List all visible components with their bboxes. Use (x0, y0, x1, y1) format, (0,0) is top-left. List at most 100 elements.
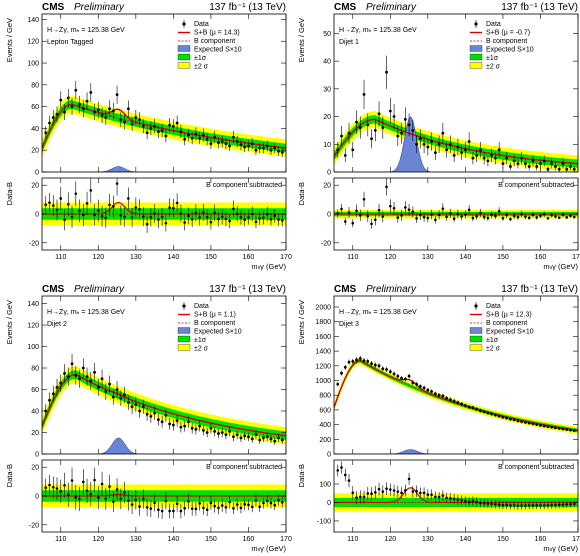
data-point (460, 151, 464, 154)
data-point (66, 375, 70, 379)
data-point (422, 386, 426, 390)
data-point (433, 151, 437, 154)
x-tick-label: 150 (205, 254, 217, 261)
data-point (247, 435, 250, 439)
data-point (145, 131, 149, 135)
ratio-point (426, 216, 430, 220)
data-point (198, 136, 202, 140)
ratio-point (108, 485, 111, 488)
data-point (100, 377, 104, 381)
ratio-point (273, 503, 277, 507)
data-point (111, 395, 115, 399)
y-tick-label: 200 (319, 437, 331, 444)
data-point (531, 159, 535, 163)
ratio-point (48, 483, 51, 487)
ratio-point (572, 502, 576, 506)
ratio-point (209, 220, 213, 224)
ratio-point (479, 501, 482, 505)
ratio-point (392, 489, 396, 492)
ratio-point (535, 504, 539, 507)
band-1sigma (334, 358, 578, 433)
ratio-point (464, 499, 467, 503)
expected-signal-area (334, 449, 578, 454)
ratio-point (565, 503, 569, 506)
data-point (343, 365, 347, 369)
data-point (217, 141, 220, 144)
data-point (66, 96, 70, 100)
category-label: Dijet 1 (339, 39, 359, 46)
y-tick-label: 40 (323, 59, 331, 66)
ratio-point (415, 489, 418, 493)
ratio-point (175, 201, 179, 205)
data-point (70, 105, 74, 109)
data-point (141, 124, 145, 128)
data-point (445, 396, 449, 400)
ratio-point (142, 497, 145, 501)
data-point (250, 142, 254, 146)
ratio-point (554, 215, 557, 218)
data-point (70, 362, 74, 366)
ratio-point (561, 503, 565, 506)
data-point (81, 107, 85, 111)
ratio-y-axis-label: Data-B (5, 464, 14, 487)
data-point (220, 431, 224, 434)
legend-fill-marker (177, 344, 191, 351)
ratio-note: B component subtracted (206, 464, 282, 471)
y-tick-label: 600 (319, 407, 331, 414)
ratio-point (377, 208, 381, 212)
data-point (164, 134, 168, 138)
x-tick-label: 170 (280, 536, 292, 543)
main-pad (334, 55, 578, 172)
data-point (572, 167, 576, 171)
expected-signal-area (42, 437, 286, 454)
splusb-line (42, 373, 286, 437)
data-point (400, 376, 403, 380)
ratio-point (456, 212, 460, 216)
y-tick-label: 100 (27, 61, 39, 68)
ratio-point (119, 214, 123, 217)
ratio-point (347, 211, 351, 214)
data-point (126, 401, 130, 404)
data-point (160, 129, 164, 132)
data-point (108, 107, 111, 111)
ratio-point (389, 488, 392, 491)
data-point (63, 110, 66, 114)
ratio-point (366, 492, 370, 495)
data-point (63, 371, 66, 375)
ratio-y-tick-label: 20 (31, 183, 39, 190)
ratio-point (269, 217, 273, 221)
ratio-point (509, 217, 512, 221)
ratio-point (512, 503, 516, 507)
ratio-point (104, 216, 108, 220)
ratio-point (85, 489, 89, 493)
legend-entry: ±2 σ (194, 346, 209, 353)
lumi-label: 137 fb⁻¹ (13 TeV) (209, 2, 286, 13)
chart-panel-3: CMS Preliminary 137 fb⁻¹ (13 TeV) 0 20 40 60 80… (5, 284, 292, 553)
x-tick-label: 140 (168, 254, 180, 261)
x-axis-label: mₗₗγ (GeV) (251, 262, 286, 271)
splusb-line (334, 118, 578, 165)
data-point (130, 122, 134, 126)
data-point (550, 425, 554, 429)
x-tick-label: 150 (205, 536, 217, 543)
x-tick-label: 170 (572, 254, 580, 261)
data-point (392, 115, 396, 118)
ratio-point (370, 492, 373, 496)
ratio-point (63, 218, 66, 221)
ratio-point (467, 208, 471, 212)
chart-panel-4: CMS Preliminary 137 fb⁻¹ (13 TeV) 0 200 400 60… (297, 284, 580, 553)
ratio-point (520, 212, 523, 216)
ratio-point (550, 503, 554, 507)
ratio-point (452, 497, 456, 501)
y-tick-label: 1600 (315, 334, 331, 341)
main-pad (42, 80, 286, 172)
data-point (539, 423, 542, 427)
ratio-point (183, 507, 186, 510)
ratio-point (228, 500, 231, 504)
data-point (213, 135, 217, 139)
data-point (542, 424, 546, 428)
data-point (74, 374, 78, 377)
ratio-point (138, 207, 141, 211)
ratio-point (104, 497, 108, 501)
data-point (546, 425, 550, 429)
